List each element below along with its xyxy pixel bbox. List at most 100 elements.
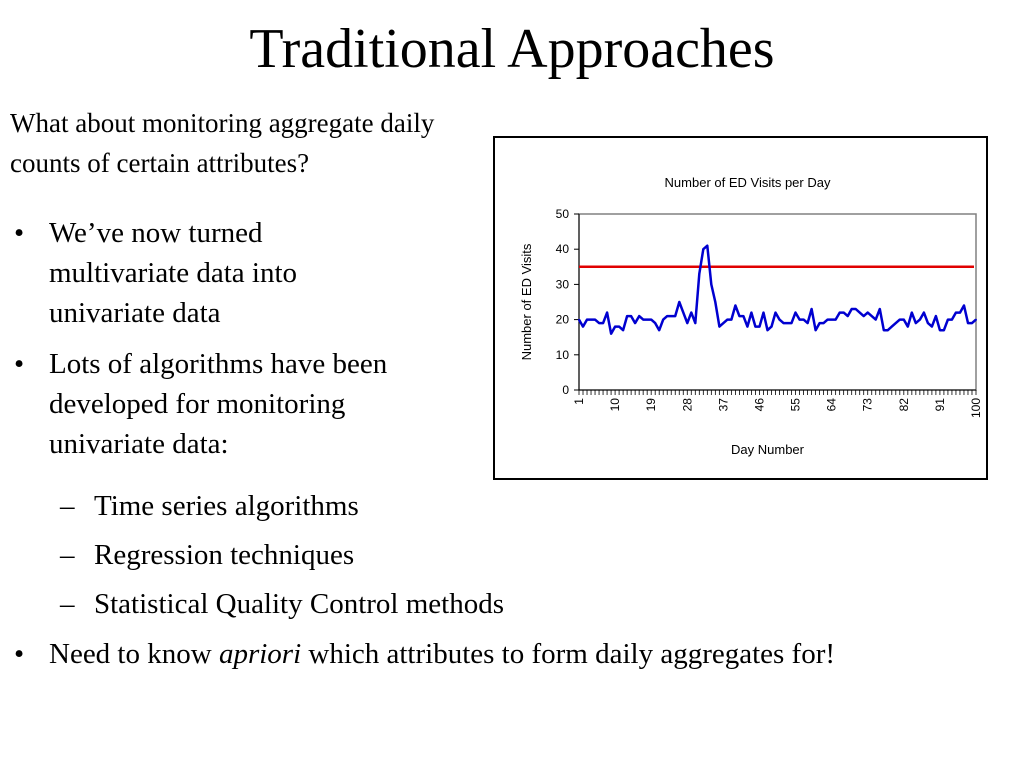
data-point [650, 318, 653, 321]
data-point [750, 311, 753, 314]
data-point [930, 325, 933, 328]
data-point [630, 315, 633, 317]
x-tick-label: 64 [825, 398, 839, 412]
data-point [838, 311, 841, 314]
data-point [730, 318, 733, 321]
data-point [902, 318, 905, 321]
x-tick-label: 73 [861, 398, 875, 412]
data-point [862, 315, 865, 317]
bullet-marker: • [14, 638, 25, 670]
data-point [714, 301, 717, 303]
data-point [874, 318, 877, 321]
data-point [670, 315, 673, 317]
data-point [678, 301, 681, 303]
data-point [842, 311, 845, 314]
data-point [578, 318, 580, 321]
sub-bullet-text: Regression techniques [94, 539, 355, 571]
sub-bullet-dash: – [60, 588, 75, 620]
data-point [718, 325, 721, 328]
data-point [602, 322, 604, 325]
plot-frame [578, 213, 977, 391]
data-point [967, 322, 969, 325]
data-point [822, 322, 825, 325]
intro-text: What about monitoring aggregate daily co… [10, 108, 435, 178]
bullet-marker: • [14, 217, 25, 249]
data-point [830, 318, 833, 321]
data-point [742, 315, 745, 317]
data-point [826, 318, 829, 321]
data-point [654, 322, 657, 325]
data-point [698, 272, 701, 275]
data-point [866, 311, 869, 314]
x-tick-label: 10 [608, 398, 622, 412]
y-tick-label: 20 [556, 313, 570, 327]
data-point [586, 318, 588, 321]
chart-title: Number of ED Visits per Day [665, 175, 831, 190]
data-point [878, 308, 881, 310]
data-point [726, 318, 729, 321]
ed-visits-chart: Number of ED Visits per Day 0 10 20 30 40 50 1 1… [493, 136, 988, 480]
bullet-text-pre: Need to know [49, 638, 219, 670]
data-point [914, 322, 917, 325]
data-point [674, 315, 677, 317]
data-point [774, 311, 777, 314]
data-point [882, 329, 885, 332]
bullet-text-post: which attributes to form daily aggregate… [301, 638, 836, 670]
bullet-marker: • [14, 348, 25, 380]
data-point [614, 325, 616, 328]
sub-bullet-dash: – [60, 539, 75, 571]
data-point [886, 329, 889, 332]
data-point [975, 318, 977, 321]
data-point [626, 315, 629, 317]
data-point [846, 315, 849, 317]
data-point [814, 329, 817, 332]
bullet-item: • Lots of algorithms have been developed… [14, 344, 454, 464]
data-point [955, 311, 957, 314]
data-point [734, 304, 737, 307]
data-point [959, 311, 961, 314]
data-point [618, 325, 621, 328]
slide-title: Traditional Approaches [249, 18, 775, 80]
data-point [794, 311, 797, 314]
data-point [854, 308, 857, 310]
data-point [590, 318, 592, 321]
series-line [577, 244, 977, 335]
data-point [850, 308, 853, 310]
bullet-text: Need to know apriori which attributes to… [49, 634, 835, 674]
data-point [778, 318, 781, 321]
data-point [594, 318, 596, 321]
data-point [638, 315, 641, 317]
data-point [706, 244, 709, 247]
data-point [606, 311, 608, 314]
data-point [582, 325, 584, 328]
data-point [943, 329, 945, 332]
data-point [682, 311, 685, 314]
data-point [738, 315, 741, 317]
bullet-text: We’ve now turned multivariate data into … [49, 217, 298, 329]
x-tick-label: 55 [789, 398, 803, 412]
y-tick-label: 30 [556, 277, 570, 291]
data-point [890, 325, 893, 328]
data-point [858, 311, 861, 314]
data-point [906, 325, 909, 328]
data-point [686, 322, 689, 325]
data-point [963, 304, 965, 307]
data-point [810, 308, 813, 310]
data-point [598, 322, 600, 325]
x-tick-label: 82 [897, 398, 911, 412]
data-point [662, 318, 665, 321]
x-tick-label: 19 [644, 398, 658, 412]
data-point [722, 322, 725, 325]
data-point [622, 329, 625, 332]
x-tick-label: 100 [969, 398, 983, 418]
data-point [798, 318, 801, 321]
data-point [790, 322, 793, 325]
y-tick-label: 40 [556, 242, 570, 256]
data-point [951, 318, 953, 321]
data-point [926, 322, 929, 325]
data-point [971, 322, 973, 325]
data-point [690, 311, 693, 314]
bullet-item: • We’ve now turned multivariate data int… [14, 213, 434, 333]
data-point [642, 318, 645, 321]
data-point [634, 322, 637, 325]
